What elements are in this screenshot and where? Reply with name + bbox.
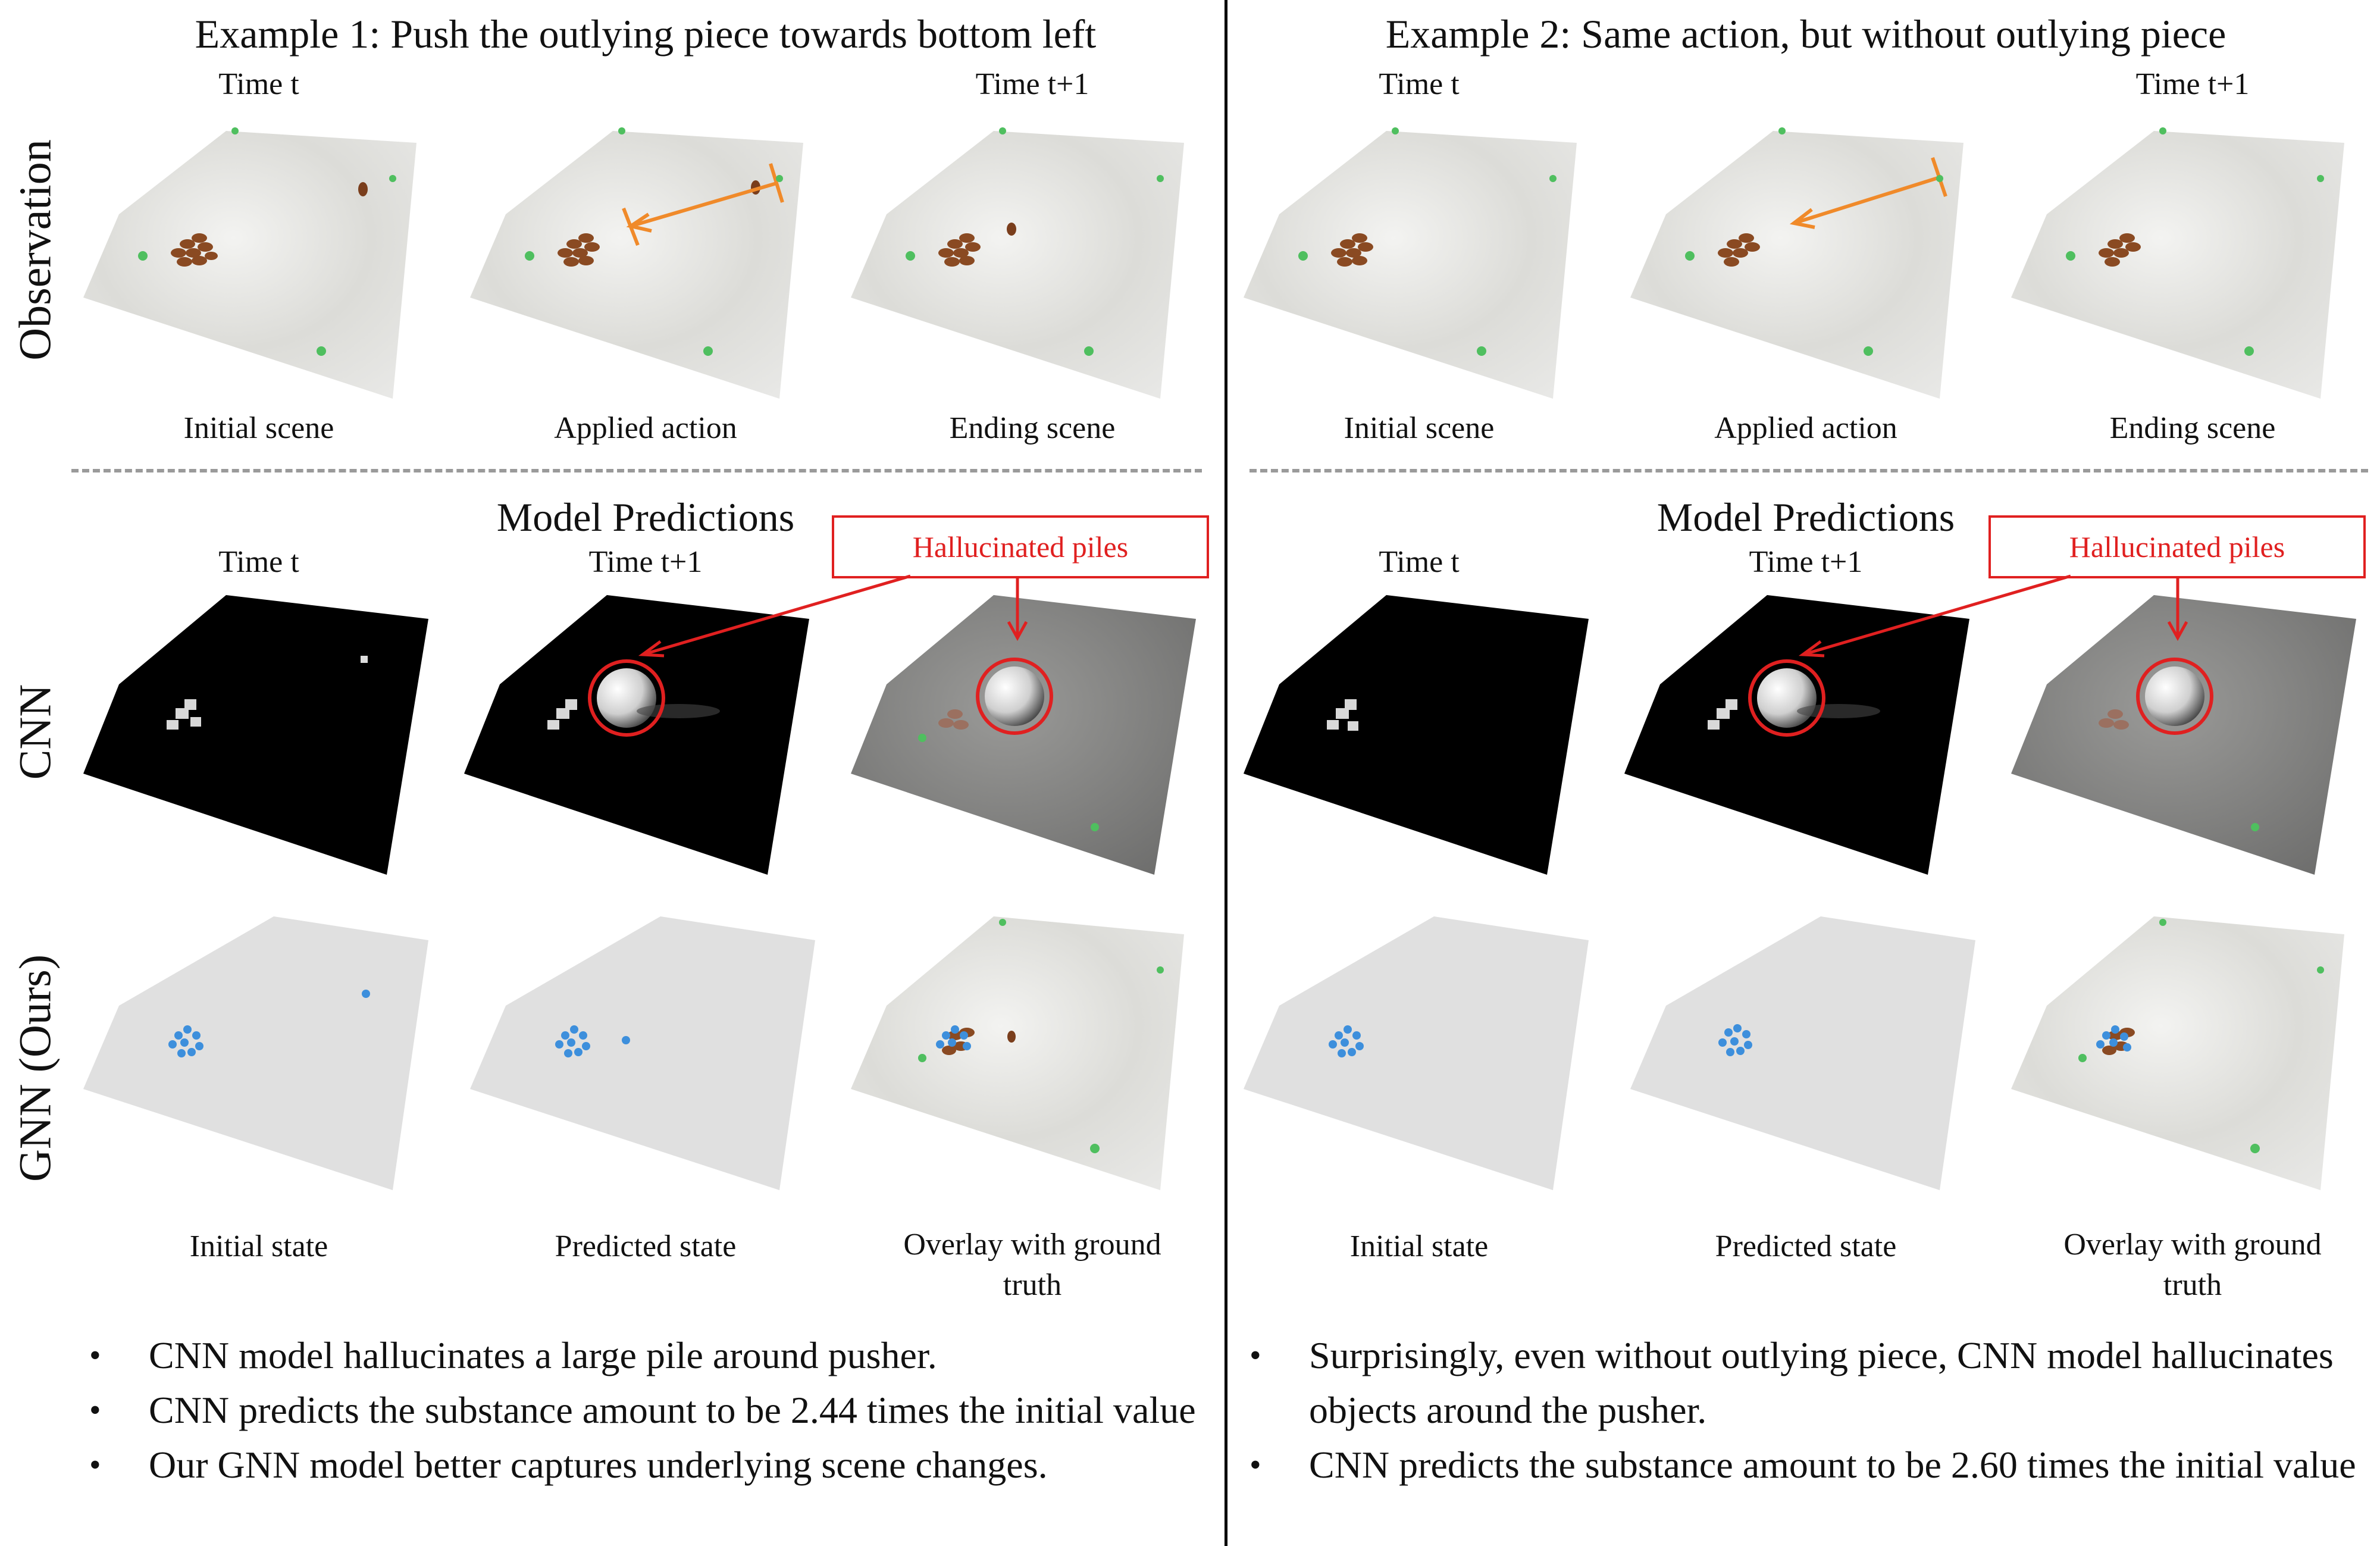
pile-icon <box>171 233 218 267</box>
row-label-gnn: GNN (Ours) <box>10 954 61 1182</box>
left-obs-ending-scene <box>851 127 1184 399</box>
left-obs-applied-action <box>470 127 803 399</box>
right-gnn-overlay <box>2011 916 2344 1190</box>
left-obs-time-t: Time t <box>218 67 299 101</box>
right-obs-caption-ending: Ending scene <box>2109 411 2276 445</box>
right-obs-time-t1: Time t+1 <box>2135 67 2250 101</box>
left-gnn-overlay <box>851 916 1184 1190</box>
left-pred-title: Model Predictions <box>496 495 795 540</box>
right-bullet-list: Surprisingly, even without outlying piec… <box>1250 1328 2362 1492</box>
right-pred-time-t: Time t <box>1379 545 1460 579</box>
right-dashed-separator <box>1250 469 2368 472</box>
left-cnn-predicted <box>464 595 809 875</box>
right-pred-caption-initial: Initial state <box>1349 1229 1489 1263</box>
left-gnn-predicted <box>470 916 815 1190</box>
right-obs-time-t: Time t <box>1379 67 1460 101</box>
left-pred-caption-predicted: Predicted state <box>555 1229 737 1263</box>
left-obs-caption-action: Applied action <box>554 411 737 445</box>
left-title: Example 1: Push the outlying piece towar… <box>195 11 1097 57</box>
row-label-cnn: CNN <box>10 684 61 780</box>
left-obs-caption-initial: Initial scene <box>183 411 334 445</box>
right-obs-caption-action: Applied action <box>1714 411 1897 445</box>
right-obs-applied-action <box>1630 127 1964 399</box>
particle-cluster-icon <box>168 1025 203 1057</box>
left-dashed-separator <box>71 469 1202 472</box>
left-cnn-overlay <box>851 595 1196 875</box>
right-cnn-predicted <box>1624 595 1969 875</box>
left-obs-caption-ending: Ending scene <box>949 411 1116 445</box>
right-cnn-overlay <box>2011 595 2356 875</box>
left-bullet-list: CNN model hallucinates a large pile arou… <box>89 1328 1214 1492</box>
right-obs-initial-scene <box>1244 127 1577 399</box>
left-pred-time-t1: Time t+1 <box>588 545 703 579</box>
left-callout-arrows <box>638 574 1028 658</box>
highlight-circle-icon <box>588 659 665 737</box>
right-bullet-2: CNN predicts the substance amount to be … <box>1250 1438 2362 1492</box>
left-pred-caption-initial: Initial state <box>189 1229 328 1263</box>
right-pred-caption-predicted: Predicted state <box>1715 1229 1897 1263</box>
right-title: Example 2: Same action, but without outl… <box>1385 11 2226 57</box>
right-pred-title: Model Predictions <box>1656 495 1955 540</box>
right-obs-caption-initial: Initial scene <box>1344 411 1495 445</box>
right-gnn-predicted <box>1630 916 1975 1190</box>
right-cnn-initial <box>1244 595 1589 875</box>
left-hallucination-callout: Hallucinated piles <box>832 515 1209 578</box>
left-cnn-initial <box>83 595 428 875</box>
left-bullet-1: CNN model hallucinates a large pile arou… <box>89 1328 1214 1383</box>
right-hallucination-callout: Hallucinated piles <box>1988 515 2366 578</box>
left-bullet-2: CNN predicts the substance amount to be … <box>89 1383 1214 1438</box>
particle-cluster-icon <box>1329 1025 1364 1057</box>
right-pred-caption-overlay: Overlay with ground truth <box>2063 1228 2322 1302</box>
column-divider <box>1225 0 1227 1546</box>
right-pred-time-t1: Time t+1 <box>1749 545 1863 579</box>
left-pred-caption-overlay: Overlay with ground truth <box>903 1228 1161 1302</box>
left-obs-time-t1: Time t+1 <box>975 67 1089 101</box>
left-gnn-initial <box>83 916 428 1190</box>
row-label-observation: Observation <box>10 139 61 361</box>
highlight-circle-icon <box>1748 659 1825 737</box>
right-obs-ending-scene <box>2011 127 2344 399</box>
right-callout-arrows <box>1798 574 2188 658</box>
right-bullet-1: Surprisingly, even without outlying piec… <box>1250 1328 2362 1438</box>
right-gnn-initial <box>1244 916 1589 1190</box>
action-arrow-icon <box>622 163 784 246</box>
left-bullet-3: Our GNN model better captures underlying… <box>89 1438 1214 1492</box>
left-pred-time-t: Time t <box>218 545 299 579</box>
left-obs-initial-scene <box>83 127 416 399</box>
